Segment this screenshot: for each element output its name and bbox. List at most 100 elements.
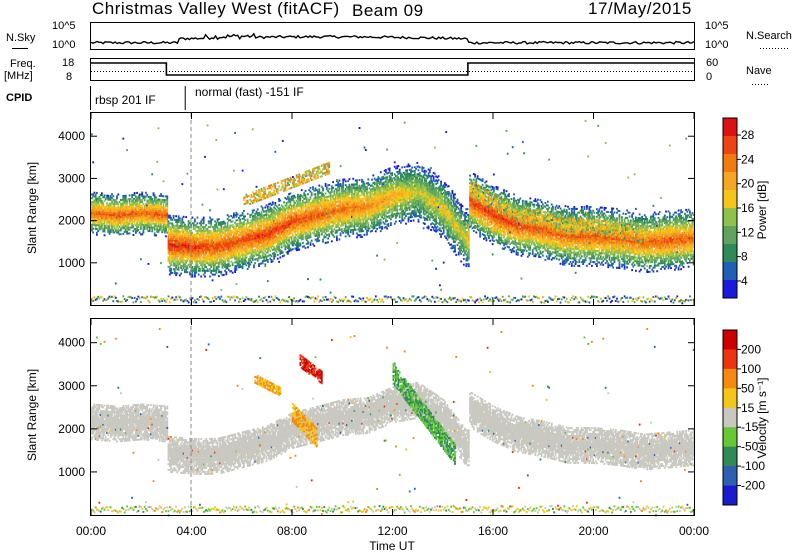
power-cell bbox=[199, 233, 201, 236]
power-cell bbox=[244, 240, 247, 242]
power-cell bbox=[314, 223, 317, 226]
power-cell bbox=[240, 214, 243, 217]
power-cell bbox=[224, 243, 226, 246]
power-cell bbox=[320, 191, 323, 194]
power-cell bbox=[255, 216, 258, 219]
power-cell bbox=[136, 222, 138, 225]
power-cell bbox=[186, 257, 189, 260]
power-cell bbox=[204, 247, 206, 249]
power-cell bbox=[323, 223, 326, 226]
power-cell bbox=[185, 252, 187, 255]
power-cell bbox=[200, 258, 203, 261]
power-ground-cell bbox=[351, 295, 353, 298]
power-cell bbox=[147, 222, 150, 225]
power-cell bbox=[342, 191, 345, 194]
power-cell bbox=[300, 232, 303, 235]
power-cell bbox=[290, 222, 293, 225]
power-cell bbox=[283, 209, 285, 211]
power-cell bbox=[167, 216, 170, 219]
power-cell bbox=[238, 266, 240, 269]
power-cell bbox=[294, 213, 297, 216]
power-cell bbox=[147, 205, 150, 208]
power-cell bbox=[97, 216, 100, 219]
power-cell bbox=[299, 217, 302, 220]
power-cell bbox=[288, 217, 290, 220]
power-cell bbox=[172, 224, 175, 227]
power-cell bbox=[184, 240, 186, 243]
power-cell bbox=[261, 252, 264, 255]
power-cell bbox=[259, 219, 262, 222]
power-cell bbox=[172, 216, 175, 219]
power-cell bbox=[171, 235, 174, 238]
power-cell bbox=[308, 230, 311, 233]
power-cell bbox=[209, 264, 211, 267]
power-cell bbox=[341, 216, 343, 219]
power-cell bbox=[351, 219, 353, 222]
power-cell bbox=[258, 263, 260, 266]
power-cell bbox=[202, 218, 205, 221]
power-cell bbox=[289, 249, 292, 252]
power-ground-cell bbox=[142, 296, 145, 299]
power-cell bbox=[202, 273, 205, 276]
power-cell bbox=[187, 246, 190, 249]
power-ground-cell bbox=[231, 296, 234, 299]
power-cell bbox=[168, 245, 171, 248]
power-cell bbox=[325, 197, 328, 200]
power-cell bbox=[271, 210, 274, 213]
power-cell bbox=[240, 229, 243, 232]
power-cell bbox=[259, 236, 262, 239]
power-cell bbox=[299, 227, 302, 230]
power-cell bbox=[319, 203, 322, 206]
power-cell bbox=[122, 221, 125, 224]
power-cell bbox=[279, 189, 282, 192]
power-cell bbox=[225, 256, 228, 259]
power-cell bbox=[107, 213, 110, 216]
power-cell bbox=[231, 248, 234, 251]
power-cell bbox=[261, 220, 264, 223]
power-cell bbox=[221, 243, 224, 246]
power-cell bbox=[288, 223, 290, 226]
power-cell bbox=[281, 234, 284, 237]
power-cell bbox=[132, 203, 135, 206]
power-cell bbox=[239, 228, 241, 230]
power-ground-cell bbox=[124, 300, 127, 302]
power-cell bbox=[287, 177, 289, 180]
power-cell bbox=[279, 235, 282, 238]
power-cell bbox=[269, 184, 272, 187]
power-cell bbox=[199, 258, 201, 261]
power-cell bbox=[280, 188, 283, 191]
power-cell bbox=[302, 182, 304, 185]
power-cell bbox=[194, 235, 196, 238]
power-cell bbox=[325, 205, 328, 208]
power-cell bbox=[172, 226, 175, 229]
power-cell bbox=[268, 233, 270, 236]
power-cell bbox=[224, 248, 226, 251]
power-cell bbox=[206, 233, 209, 236]
power-cell bbox=[268, 243, 270, 246]
power-cell bbox=[251, 211, 254, 214]
power-cell bbox=[112, 225, 115, 228]
power-cell bbox=[155, 217, 157, 220]
power-cell bbox=[240, 254, 243, 257]
power-cell bbox=[238, 254, 240, 257]
power-cell bbox=[194, 237, 196, 240]
power-cell bbox=[348, 185, 351, 188]
power-cell bbox=[336, 223, 338, 226]
power-cell bbox=[284, 180, 287, 183]
power-cell bbox=[175, 230, 177, 233]
power-cell bbox=[269, 242, 272, 245]
power-cell bbox=[285, 178, 288, 181]
power-cell bbox=[304, 224, 307, 227]
power-cell bbox=[256, 221, 259, 224]
power-cell bbox=[317, 219, 319, 222]
power-cell bbox=[256, 229, 259, 232]
power-ground-cell bbox=[97, 295, 100, 298]
power-cell bbox=[327, 209, 329, 211]
power-cell bbox=[192, 239, 195, 242]
power-cell bbox=[351, 198, 353, 201]
power-cell bbox=[264, 210, 267, 213]
power-cell bbox=[352, 177, 355, 180]
power-cell bbox=[324, 215, 327, 218]
power-cell bbox=[302, 234, 304, 237]
power-cell bbox=[246, 250, 249, 253]
